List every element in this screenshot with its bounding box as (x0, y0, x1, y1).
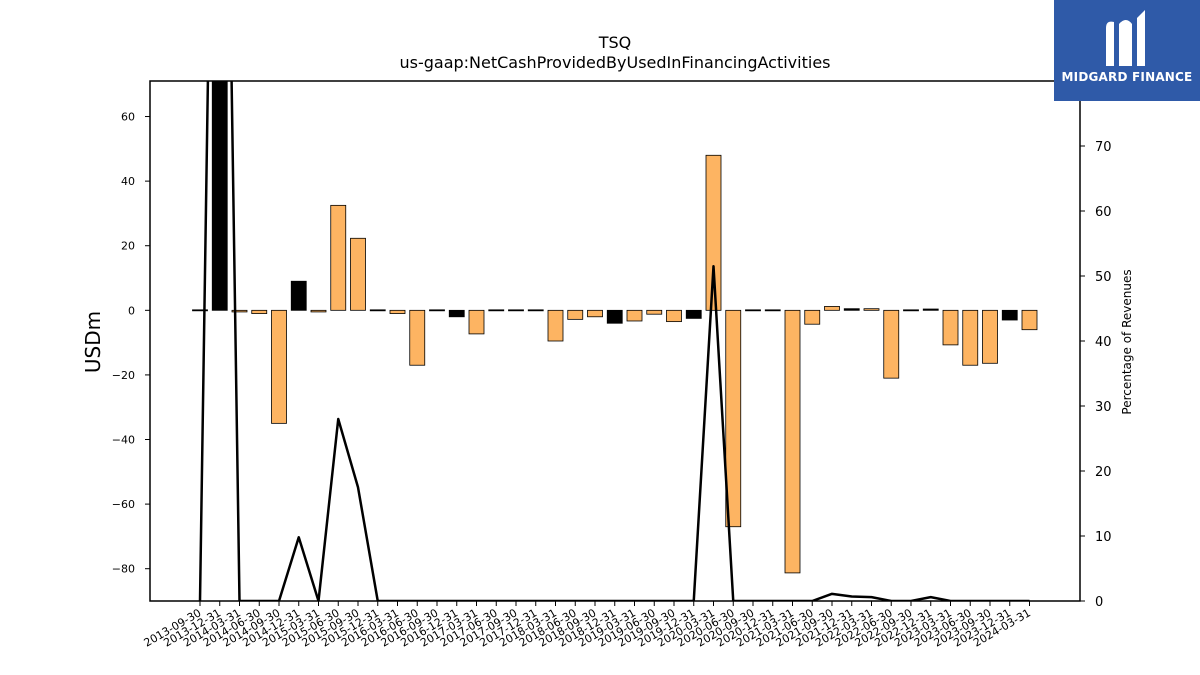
bar-2015-03-31 (310, 309, 327, 313)
bar-2024-03-31 (1021, 309, 1038, 331)
chart-subtitle: us-gaap:NetCashProvidedByUsedInFinancing… (399, 53, 830, 72)
bar-2013-09-30 (192, 309, 208, 312)
brand-logo: MIDGARD FINANCE (1054, 0, 1200, 101)
y-tick-label: −80 (112, 563, 135, 576)
y2-tick-label: 10 (1095, 530, 1112, 545)
bar-2015-06-30 (330, 204, 347, 311)
bar-2014-03-31 (231, 309, 248, 313)
bar-2018-09-30 (587, 309, 603, 318)
bar-2020-12-31 (764, 309, 781, 312)
bar-2015-09-30 (350, 237, 366, 311)
bar-2016-09-30 (429, 309, 445, 312)
bar-2020-03-31 (705, 154, 722, 311)
y-axis-label: USDm (81, 311, 105, 373)
plot-marks (192, 81, 1038, 601)
bar-2021-09-30 (824, 306, 840, 311)
y-tick-label: 60 (121, 111, 135, 124)
bar-2021-06-30 (804, 309, 821, 325)
y2-tick-label: 30 (1095, 400, 1112, 415)
bar-2022-09-30 (903, 309, 919, 312)
y-tick-label: 40 (121, 175, 135, 188)
bar-2022-12-31 (922, 308, 939, 311)
bar-2018-12-31 (606, 309, 623, 324)
y-tick-label: −40 (112, 434, 135, 447)
chart-title: TSQ (598, 33, 632, 52)
logo-text: MIDGARD FINANCE (1061, 70, 1193, 84)
bar-2017-09-30 (508, 309, 524, 312)
y2-tick-label: 60 (1095, 205, 1112, 220)
y2-tick-label: 50 (1095, 270, 1112, 285)
bar-2019-09-30 (666, 309, 682, 323)
bar-2017-06-30 (488, 309, 505, 312)
bar-2014-12-31 (290, 280, 307, 311)
y-tick-label: 0 (128, 304, 135, 317)
bar-2014-06-30 (251, 309, 268, 314)
bar-2018-03-31 (547, 309, 564, 342)
bar-2015-12-31 (369, 309, 386, 312)
logo-mark-icon (1106, 10, 1145, 67)
bar-2016-12-31 (448, 309, 465, 318)
y-tick-label: −20 (112, 369, 135, 382)
bar-2016-06-30 (409, 309, 426, 366)
bar-2021-12-31 (843, 308, 860, 311)
bar-2018-06-30 (567, 309, 584, 320)
bar-2022-03-31 (863, 308, 880, 311)
bar-2023-06-30 (962, 309, 979, 366)
bar-2020-06-30 (725, 309, 742, 528)
bar-2017-12-31 (527, 309, 544, 312)
bar-2021-03-31 (784, 309, 801, 574)
bar-2019-03-31 (626, 309, 643, 322)
bar-2023-12-31 (1001, 309, 1018, 321)
y2-tick-label: 40 (1095, 335, 1112, 350)
bar-2020-09-30 (745, 309, 761, 312)
y2-tick-label: 20 (1095, 465, 1112, 480)
bar-2022-06-30 (883, 309, 900, 379)
bar-2013-12-31 (211, 81, 228, 311)
bar-2019-12-31 (685, 309, 702, 319)
bar-2023-09-30 (982, 309, 998, 364)
plot-frame (149, 80, 1081, 602)
bar-2014-09-30 (271, 309, 287, 424)
y2-tick-label: 0 (1095, 595, 1103, 610)
y-tick-label: 20 (121, 240, 135, 253)
plot-area: −80−60−40−2002040600102030405060702013-0… (112, 80, 1112, 650)
bar-2019-06-30 (646, 309, 663, 315)
bar-2023-03-31 (942, 309, 959, 346)
y2-axis-label: Percentage of Revenues (1120, 269, 1134, 414)
percentage-line (198, 81, 1030, 601)
y2-tick-label: 70 (1095, 140, 1112, 155)
y-tick-label: −60 (112, 498, 135, 511)
bar-2017-03-31 (468, 309, 485, 335)
bar-2016-03-31 (389, 309, 406, 314)
